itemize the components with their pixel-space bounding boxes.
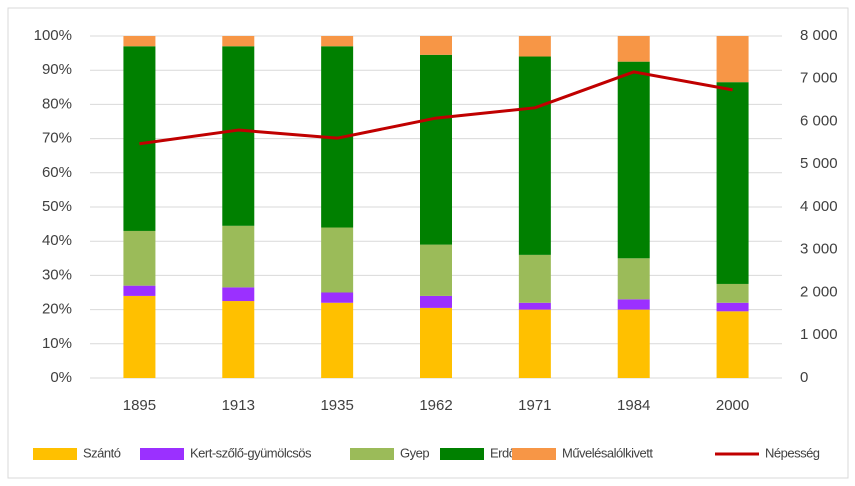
legend-swatch xyxy=(33,448,77,460)
legend-label: Kert-szőlő-gyümölcsös xyxy=(190,445,312,460)
bar-segment xyxy=(617,258,650,300)
legend-label: Népesség xyxy=(765,445,820,460)
y2-tick-label: 8 000 xyxy=(800,27,838,44)
y-tick-label: 80% xyxy=(42,95,72,112)
bar-segment xyxy=(321,292,354,303)
bar-segment xyxy=(716,36,749,83)
y2-tick-label: 4 000 xyxy=(800,198,838,215)
bar-segment xyxy=(518,36,551,57)
bar-segment xyxy=(716,283,749,303)
bar-segment xyxy=(518,56,551,255)
bar-segment xyxy=(222,46,255,226)
bar-segment xyxy=(321,227,354,293)
bar-segment xyxy=(518,309,551,378)
x-tick-label: 1935 xyxy=(320,397,353,414)
y2-tick-label: 6 000 xyxy=(800,112,838,129)
legend-swatch xyxy=(350,448,394,460)
x-tick-label: 1971 xyxy=(518,397,551,414)
bar-segment xyxy=(123,285,156,296)
legend-label: Gyep xyxy=(400,445,429,460)
bar-segment xyxy=(518,254,551,303)
bar-segment xyxy=(222,287,255,302)
y2-tick-label: 0 xyxy=(800,369,808,386)
line-series xyxy=(139,70,733,146)
y2-tick-label: 1 000 xyxy=(800,326,838,343)
y2-tick-label: 2 000 xyxy=(800,283,838,300)
bar-segment xyxy=(222,36,255,47)
legend-swatch xyxy=(440,448,484,460)
bar-segment xyxy=(123,295,156,378)
y-tick-label: 70% xyxy=(42,130,72,147)
legend-swatch xyxy=(140,448,184,460)
bar-segment xyxy=(222,225,255,288)
y-tick-label: 0% xyxy=(50,369,72,386)
bar-segment xyxy=(617,309,650,378)
x-tick-label: 1895 xyxy=(123,397,156,414)
bar-segment xyxy=(617,299,650,310)
legend-label: Művelésalólkivett xyxy=(562,445,653,460)
y-tick-label: 20% xyxy=(42,301,72,318)
bar-segment xyxy=(420,54,452,245)
bar-segment xyxy=(420,295,452,308)
x-tick-label: 1962 xyxy=(419,397,452,414)
y-tick-label: 40% xyxy=(42,232,72,249)
bar-segment xyxy=(420,307,452,378)
y2-tick-label: 5 000 xyxy=(800,155,838,172)
y-tick-label: 10% xyxy=(42,335,72,352)
y-tick-label: 90% xyxy=(42,61,72,78)
x-tick-label: 1913 xyxy=(222,397,255,414)
legend-label: Erdő xyxy=(490,445,516,460)
bar-segment xyxy=(617,36,650,62)
y-tick-label: 30% xyxy=(42,266,72,283)
bar-segment xyxy=(123,36,156,47)
bar-segment xyxy=(518,302,551,310)
y2-tick-label: 7 000 xyxy=(800,70,838,87)
bar-segment xyxy=(420,244,452,296)
bar-segment xyxy=(716,82,749,284)
y-tick-label: 100% xyxy=(34,27,72,44)
y2-tick-label: 3 000 xyxy=(800,241,838,258)
legend-swatch xyxy=(512,448,556,460)
bar-segment xyxy=(222,301,255,378)
bar-segment xyxy=(321,302,354,378)
bar-segment xyxy=(321,36,354,47)
bar-segment xyxy=(716,311,749,378)
y-tick-label: 50% xyxy=(42,198,72,215)
y-tick-label: 60% xyxy=(42,164,72,181)
bar-segment xyxy=(123,230,156,286)
bar-segment xyxy=(123,46,156,231)
x-tick-label: 1984 xyxy=(617,397,650,414)
bar-segment xyxy=(617,61,650,259)
bar-segment xyxy=(420,36,452,55)
x-tick-label: 2000 xyxy=(716,397,749,414)
bar-segment xyxy=(716,302,749,312)
legend-label: Szántó xyxy=(83,445,121,460)
